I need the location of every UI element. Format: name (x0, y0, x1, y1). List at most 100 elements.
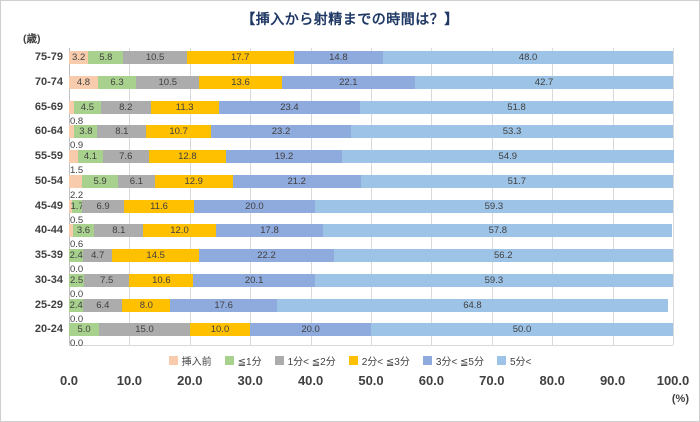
data-label: 11.3 (175, 101, 194, 113)
bar-segment (69, 100, 74, 114)
bar-segment: 20.1 (193, 273, 315, 287)
data-label: 12.8 (178, 151, 197, 162)
legend-label: 5分< (509, 357, 532, 368)
gridline (491, 48, 493, 345)
data-label: 10.6 (152, 274, 171, 286)
bar-segment: 3.2 (69, 51, 89, 64)
data-label-below: 0.5 (70, 214, 84, 226)
x-tick-label: 40.0 (297, 373, 324, 388)
bar-segment: 8.0 (122, 298, 171, 312)
bar-segment: 14.5 (111, 249, 200, 262)
data-label: 59.3 (484, 200, 504, 212)
data-label: 6.1 (129, 175, 143, 187)
data-label: 7.5 (100, 274, 114, 286)
chart-row-40-44: 40-44 0.6 3.6 8.1 12.0 17.8 57.8 (35, 221, 673, 251)
data-label: 3.6 (76, 225, 91, 237)
data-label-below: 0.6 (70, 239, 84, 251)
data-label: 1.7 (70, 200, 84, 212)
chart-row-20-24: 20-24 0.0 5.0 15.0 10.0 20.0 50.0 (35, 320, 673, 349)
bar-segment: 22.2 (199, 249, 334, 262)
gridline (250, 48, 252, 345)
chart-row-65-69: 65-69 0.8 4.5 8.2 11.3 23.4 51.8 (35, 98, 673, 126)
x-tick-label: 70.0 (479, 373, 505, 388)
x-tick-label: 80.0 (539, 373, 565, 388)
bar-segment: 3.8 (74, 125, 98, 139)
bar-segment: 53.3 (351, 125, 673, 139)
bar-track: 2.2 5.9 6.1 12.9 21.2 51.7 (69, 174, 673, 200)
data-label: 22.2 (257, 250, 276, 261)
bar-segment: 12.8 (148, 150, 227, 163)
bar-segment: 48.0 (383, 51, 673, 64)
legend-label: 1分< ≦2分 (287, 357, 336, 368)
data-label: 22.1 (339, 76, 358, 88)
legend-swatch (496, 356, 506, 365)
data-label: 53.3 (502, 126, 522, 138)
bar-track: 0.0 2.4 6.4 8.0 17.6 64.8 (69, 298, 673, 324)
bar-segment (69, 224, 73, 238)
gridline (310, 48, 312, 345)
bar-segment: 6.4 (83, 298, 123, 312)
bar-segment: 21.2 (232, 174, 361, 188)
bar-segment: 5.0 (69, 323, 100, 337)
y-axis-unit-label: (歳) (23, 33, 41, 45)
gridline (431, 48, 433, 345)
data-label: 12.9 (184, 175, 203, 187)
x-tick-label: 60.0 (418, 373, 445, 388)
bar-segment: 64.8 (276, 298, 669, 312)
category-label: 20-24 (34, 323, 63, 336)
data-label: 3.2 (72, 52, 86, 63)
gridline (189, 48, 191, 345)
data-label: 17.6 (214, 299, 233, 311)
bar-segment: 59.3 (314, 199, 673, 213)
data-label: 51.7 (507, 175, 527, 187)
x-tick-label: 20.0 (177, 373, 203, 388)
bar-track: 4.8 6.3 10.5 13.6 22.1 42.7 (69, 75, 673, 89)
plot-area: 75-79 3.2 5.8 10.5 17.7 14.8 48.0 70-74 4.8 6.3 10… (35, 48, 674, 349)
x-axis: 0.0 10.0 20.0 30.0 40.0 50.0 60.0 70.0 80.0 90.0 1… (60, 373, 689, 390)
data-label: 10.5 (158, 76, 177, 88)
category-label: 35-39 (34, 249, 63, 261)
data-label: 13.6 (231, 76, 250, 88)
bar-segment: 20.0 (250, 323, 371, 337)
bar-rows: 75-79 3.2 5.8 10.5 17.7 14.8 48.0 70-74 4.8 6.3 10… (35, 48, 674, 349)
chart-row-50-54: 50-54 2.2 5.9 6.1 12.9 21.2 51.7 (35, 172, 673, 200)
legend-swatch (422, 356, 432, 365)
bar-segment: 4.7 (83, 249, 112, 262)
bar-segment: 22.1 (281, 75, 416, 89)
bar-segment: 51.8 (360, 100, 673, 114)
bar-segment: 57.8 (323, 224, 673, 238)
category-label: 70-74 (34, 75, 63, 88)
bar-segment: 42.7 (415, 75, 673, 89)
bar-track: 1.5 4.1 7.6 12.8 19.2 54.9 (69, 150, 674, 175)
data-label: 17.7 (230, 52, 250, 63)
bar-segment: 12.9 (154, 174, 233, 188)
data-label: 2.5 (69, 274, 84, 286)
bar-segment: 51.7 (360, 174, 673, 188)
bar-segment: 6.9 (82, 199, 124, 213)
legend-swatch (348, 356, 358, 365)
gridline (552, 48, 554, 345)
legend-item: 2分< ≦3分 (348, 353, 410, 368)
data-label-below: 0.0 (70, 338, 84, 350)
bar-track: 0.8 4.5 8.2 11.3 23.4 51.8 (69, 100, 673, 126)
data-label: 6.9 (96, 200, 110, 212)
bar-segment: 10.0 (189, 323, 251, 337)
bar-segment: 10.5 (136, 75, 200, 89)
bar-segment: 17.7 (186, 51, 294, 64)
data-label: 21.2 (287, 175, 306, 187)
data-label: 59.3 (484, 274, 504, 286)
bar-segment: 3.6 (72, 224, 95, 238)
bar-segment (69, 125, 75, 139)
bar-segment: 5.8 (88, 51, 124, 64)
legend-item: 5分< (496, 353, 532, 368)
category-label: 25-29 (34, 298, 63, 311)
data-label: 11.6 (150, 200, 168, 212)
data-label: 15.0 (135, 324, 154, 336)
data-label: 8.0 (139, 299, 153, 311)
bar-track: 0.0 5.0 15.0 10.0 20.0 50.0 (69, 323, 673, 349)
bar-segment: 8.1 (97, 125, 147, 139)
bar-segment: 11.6 (123, 199, 195, 213)
data-label: 4.8 (76, 76, 91, 88)
legend-item: 挿入前 (168, 353, 212, 368)
